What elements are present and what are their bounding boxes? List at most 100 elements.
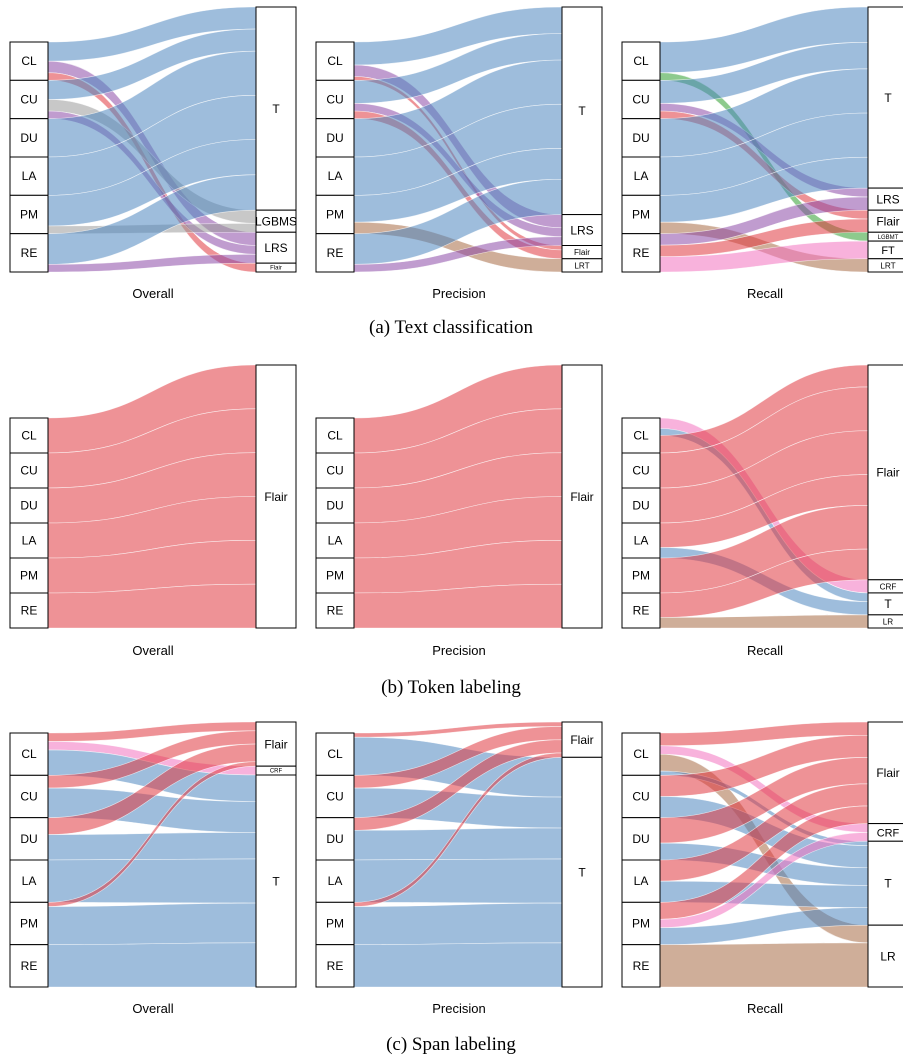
source-node-CU — [315, 79, 355, 120]
target-node-LR — [867, 614, 903, 629]
target-label-CRF: CRF — [270, 769, 283, 775]
source-label-PM: PM — [632, 569, 650, 583]
source-label-DU: DU — [326, 832, 343, 846]
sankey-panel-8: CL CU DU LA PM RE Flair CRF T LR Recall — [621, 721, 903, 1016]
flow-RE-to-T — [47, 942, 257, 988]
target-label-T: T — [272, 874, 280, 888]
source-label-CL: CL — [21, 747, 37, 761]
source-label-CL: CL — [21, 429, 37, 443]
target-label-Flair: Flair — [876, 766, 899, 780]
sankey-panel-1: CL CU DU LA PM RE T LRS Flair LRT Precision — [315, 6, 603, 301]
panel-title-4: Precision — [432, 643, 485, 658]
target-label-T: T — [884, 91, 892, 105]
caption-token-labeling: (b) Token labeling — [381, 677, 521, 698]
source-node-RE — [315, 592, 355, 629]
target-label-CRF: CRF — [880, 582, 897, 591]
source-node-LA — [621, 859, 661, 903]
source-label-RE: RE — [633, 604, 650, 618]
source-node-LA — [9, 522, 49, 559]
target-label-Flair: Flair — [570, 733, 593, 747]
source-node-DU — [621, 487, 661, 524]
source-node-LA — [9, 156, 49, 196]
target-label-LR: LR — [880, 949, 896, 963]
target-node-LRS — [561, 214, 603, 246]
target-label-LR: LR — [883, 617, 894, 626]
target-label-LRT: LRT — [574, 261, 589, 270]
source-label-CU: CU — [326, 464, 343, 478]
flows — [47, 6, 257, 273]
source-node-RE — [9, 233, 49, 273]
source-node-CL — [9, 732, 49, 776]
source-label-LA: LA — [22, 169, 37, 183]
source-label-PM: PM — [326, 208, 344, 222]
flow-LA-to-T — [353, 858, 563, 904]
source-node-RE — [621, 944, 661, 988]
source-label-DU: DU — [326, 499, 343, 513]
source-node-CL — [621, 417, 661, 454]
source-label-CU: CU — [20, 790, 37, 804]
source-label-CU: CU — [326, 790, 343, 804]
panel-title-6: Overall — [132, 1001, 173, 1016]
flows — [353, 364, 563, 629]
source-label-CU: CU — [632, 464, 649, 478]
panel-title-2: Recall — [747, 286, 783, 301]
flow-LA-to-T — [47, 858, 257, 904]
source-label-DU: DU — [632, 832, 649, 846]
target-node-LRT — [561, 258, 603, 273]
source-label-CU: CU — [20, 464, 37, 478]
target-node-T — [255, 6, 297, 211]
panels-layer: CL CU DU LA PM RE T LGBMS LRS Flair Overall CL CU DU L… — [9, 6, 903, 1016]
panel-title-1: Precision — [432, 286, 485, 301]
source-label-CL: CL — [21, 54, 37, 68]
source-label-LA: LA — [328, 169, 343, 183]
target-node-Flair — [867, 721, 903, 825]
source-label-LA: LA — [328, 874, 343, 888]
source-node-PM — [621, 557, 661, 594]
target-label-Flair: Flair — [570, 490, 593, 504]
target-label-CRF: CRF — [877, 827, 900, 839]
source-node-CL — [621, 732, 661, 776]
source-label-CL: CL — [327, 429, 343, 443]
flow-PM-to-T — [353, 902, 563, 945]
target-label-LRT: LRT — [880, 261, 895, 270]
target-label-Flair: Flair — [264, 737, 287, 751]
target-label-Flair: Flair — [574, 248, 590, 257]
target-node-LRT — [867, 258, 903, 273]
sankey-panel-5: CL CU DU LA PM RE Flair CRF T LR Recall — [621, 364, 903, 658]
target-label-LRS: LRS — [570, 223, 593, 237]
target-label-Flair: Flair — [264, 490, 287, 504]
panel-title-5: Recall — [747, 643, 783, 658]
source-label-RE: RE — [21, 246, 38, 260]
flows — [47, 364, 257, 629]
target-label-Flair: Flair — [876, 215, 899, 229]
sankey-panel-4: CL CU DU LA PM RE Flair Precision — [315, 364, 603, 658]
source-node-RE — [621, 233, 661, 273]
target-label-LGBMT: LGBMT — [878, 235, 899, 241]
source-label-RE: RE — [327, 604, 344, 618]
source-label-PM: PM — [20, 569, 38, 583]
source-node-PM — [315, 901, 355, 946]
source-label-PM: PM — [20, 917, 38, 931]
target-node-Flair — [561, 721, 603, 758]
source-label-CL: CL — [633, 54, 649, 68]
source-node-CL — [315, 732, 355, 776]
source-label-CU: CU — [326, 93, 343, 107]
target-label-Flair: Flair — [270, 266, 282, 272]
source-label-DU: DU — [326, 131, 343, 145]
source-label-DU: DU — [20, 832, 37, 846]
source-node-DU — [621, 817, 661, 861]
target-label-LRS: LRS — [876, 192, 899, 206]
target-node-Flair — [255, 364, 297, 629]
panel-title-3: Overall — [132, 643, 173, 658]
sankey-panel-3: CL CU DU LA PM RE Flair Overall — [9, 364, 297, 658]
source-label-RE: RE — [633, 246, 650, 260]
source-node-PM — [315, 194, 355, 235]
target-label-T: T — [884, 877, 892, 891]
source-node-RE — [621, 592, 661, 629]
source-node-CU — [621, 79, 661, 120]
caption-span-labeling: (c) Span labeling — [386, 1034, 516, 1055]
source-node-LA — [315, 859, 355, 903]
source-node-RE — [9, 944, 49, 988]
flow-PM-to-T — [47, 902, 257, 945]
